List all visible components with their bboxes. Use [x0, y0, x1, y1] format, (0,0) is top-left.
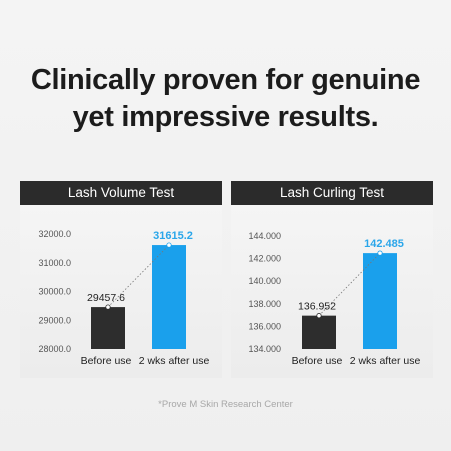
y-tick-label: 144.000: [248, 231, 281, 241]
chart-body: 28000.0 29000.0 30000.0 31000.0 32000.0 29457…: [20, 205, 222, 378]
headline-line-2: yet impressive results.: [72, 101, 379, 133]
footnote: *Prove M Skin Research Center: [158, 399, 293, 410]
y-tick-label: 29000.0: [38, 315, 71, 325]
headline: Clinically proven for genuine yet impres…: [0, 62, 451, 136]
y-tick-label: 140.000: [248, 276, 281, 286]
y-tick-label: 30000.0: [38, 287, 71, 297]
y-tick-label: 136.000: [248, 321, 281, 331]
data-label: 142.485: [364, 238, 404, 250]
bar-top-marker: [377, 250, 383, 256]
bar-before-use: [302, 315, 336, 349]
y-tick-label: 32000.0: [38, 229, 71, 239]
data-label: 136.952: [298, 301, 336, 313]
chart-body: 134.000 136.000 138.000 140.000 142.000 144.0…: [231, 205, 433, 378]
trend-line: [107, 244, 170, 308]
y-tick-label: 134.000: [248, 344, 281, 354]
bar-top-marker: [316, 313, 322, 319]
trend-line: [318, 252, 381, 316]
bar-before-use: [91, 307, 125, 349]
chart-title: Lash Curling Test: [231, 181, 433, 205]
lash-volume-chart-panel: Lash Volume Test 28000.0 29000.0 30000.0 31…: [20, 181, 222, 378]
data-label: 31615.2: [153, 230, 193, 242]
bar-top-marker: [166, 242, 172, 248]
lash-curling-chart: 134.000 136.000 138.000 140.000 142.000 144.0…: [248, 231, 421, 367]
x-category-label: Before use: [81, 355, 132, 367]
y-tick-label: 28000.0: [38, 344, 71, 354]
bar-top-marker: [105, 304, 111, 310]
lash-volume-chart: 28000.0 29000.0 30000.0 31000.0 32000.0 29457…: [38, 229, 210, 367]
x-category-label: 2 wks after use: [350, 355, 421, 367]
y-tick-label: 142.000: [248, 254, 281, 264]
y-tick-label: 31000.0: [38, 258, 71, 268]
lash-curling-chart-panel: Lash Curling Test 134.000 136.000 138.000 1…: [231, 181, 433, 378]
x-category-label: 2 wks after use: [139, 355, 210, 367]
headline-line-1: Clinically proven for genuine: [30, 64, 421, 96]
bar-after-use: [363, 253, 397, 349]
data-label: 29457.6: [87, 292, 125, 304]
chart-title: Lash Volume Test: [20, 181, 222, 205]
x-category-label: Before use: [292, 355, 343, 367]
bar-after-use: [152, 245, 186, 349]
y-tick-label: 138.000: [248, 299, 281, 309]
